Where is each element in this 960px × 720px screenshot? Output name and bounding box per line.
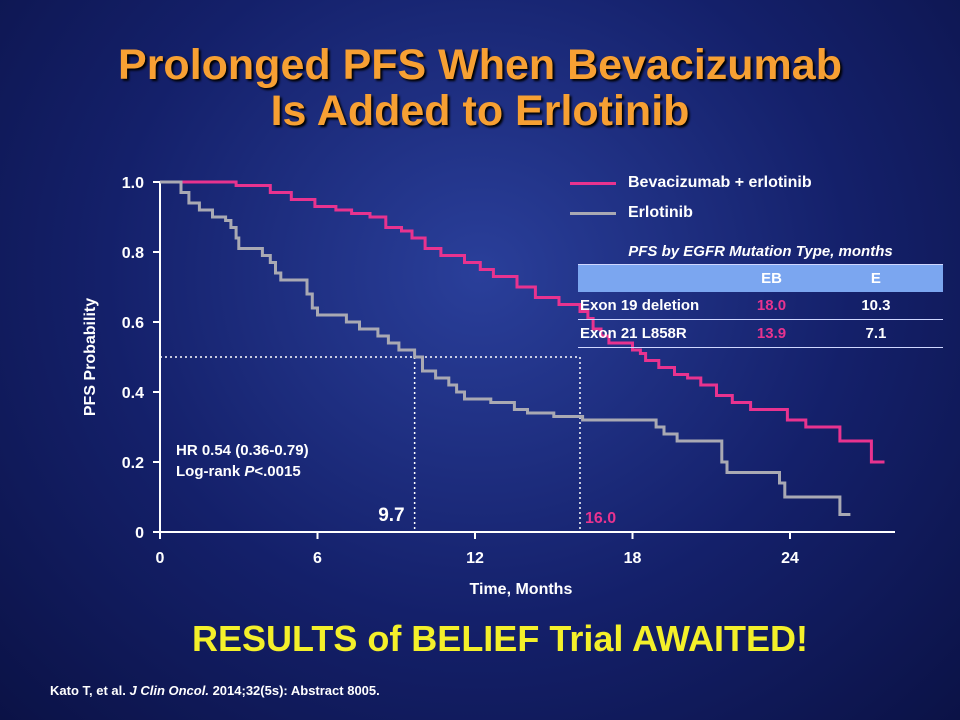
series-line-erlotinib xyxy=(160,180,851,516)
citation-details: 2014;32(5s): Abstract 8005. xyxy=(212,683,380,698)
row-label: Exon 19 deletion xyxy=(578,292,735,320)
x-tick-label: 12 xyxy=(466,550,484,567)
logrank-prefix: Log-rank xyxy=(176,463,245,480)
row-e-value: 7.1 xyxy=(808,319,943,348)
y-axis-label: PFS Probability xyxy=(82,298,99,416)
y-tick-label: 0.6 xyxy=(122,315,144,332)
x-tick-label: 6 xyxy=(313,550,322,567)
row-label: Exon 21 L858R xyxy=(578,319,735,348)
y-tick-label: 0.8 xyxy=(122,245,144,262)
x-tick-label: 0 xyxy=(156,550,165,567)
legend-label-erl: Erlotinib xyxy=(628,204,693,221)
legend-item-erl: Erlotinib xyxy=(570,198,812,228)
hazard-ratio-box: HR 0.54 (0.36-0.79) Log-rank P<.0015 xyxy=(176,440,309,482)
legend-item-bev: Bevacizumab + erlotinib xyxy=(570,168,812,198)
median-label: 16.0 xyxy=(585,510,616,527)
legend-swatch-erl xyxy=(570,211,616,215)
x-tick-label: 24 xyxy=(781,550,799,567)
chart-ticks: 0 0.2 0.4 0.6 0.8 1.0 0 6 12 18 24 xyxy=(122,175,799,567)
p-value: <.0015 xyxy=(254,463,301,480)
citation-authors: Kato T, et al. xyxy=(50,683,126,698)
legend-label-bev: Bevacizumab + erlotinib xyxy=(628,174,812,191)
table-header-row: EB E xyxy=(578,264,943,292)
table-header-eb: EB xyxy=(734,264,809,292)
median-guides xyxy=(160,356,581,532)
results-banner: RESULTS of BELIEF Trial AWAITED! xyxy=(191,618,809,659)
y-tick-label: 0 xyxy=(135,525,144,542)
table-row: Exon 21 L858R 13.9 7.1 xyxy=(578,319,943,348)
title-line-1: Prolonged PFS When Bevacizumab xyxy=(118,41,842,89)
hazard-ratio: HR 0.54 (0.36-0.79) xyxy=(176,442,309,459)
chart-legend: Bevacizumab + erlotinib Erlotinib xyxy=(570,168,812,228)
title-line-2: Is Added to Erlotinib xyxy=(270,87,690,135)
y-tick-label: 0.4 xyxy=(122,385,144,402)
row-eb-value: 13.9 xyxy=(734,319,809,348)
logrank-p: Log-rank P<.0015 xyxy=(176,461,309,482)
y-tick-label: 1.0 xyxy=(122,175,144,192)
table-caption: PFS by EGFR Mutation Type, months xyxy=(578,238,943,265)
x-tick-label: 18 xyxy=(624,550,642,567)
median-label: 9.7 xyxy=(378,505,404,526)
row-e-value: 10.3 xyxy=(808,292,943,320)
citation: Kato T, et al. J Clin Oncol. 2014;32(5s)… xyxy=(50,683,380,698)
slide-title: Prolonged PFS When Bevacizumab Is Added … xyxy=(0,42,960,134)
p-label: P xyxy=(244,463,255,480)
legend-swatch-bev xyxy=(570,181,616,185)
chart-labels: Time, Months PFS Probability 9.7 16.0 xyxy=(82,298,616,598)
row-eb-value: 18.0 xyxy=(734,292,809,320)
y-tick-label: 0.2 xyxy=(122,455,144,472)
table-header-e: E xyxy=(808,264,943,292)
mutation-table: PFS by EGFR Mutation Type, months EB E E… xyxy=(578,238,943,348)
table-header-blank xyxy=(578,264,735,292)
citation-journal: J Clin Oncol. xyxy=(129,683,209,698)
table-row: Exon 19 deletion 18.0 10.3 xyxy=(578,292,943,320)
x-axis-label: Time, Months xyxy=(470,581,573,598)
